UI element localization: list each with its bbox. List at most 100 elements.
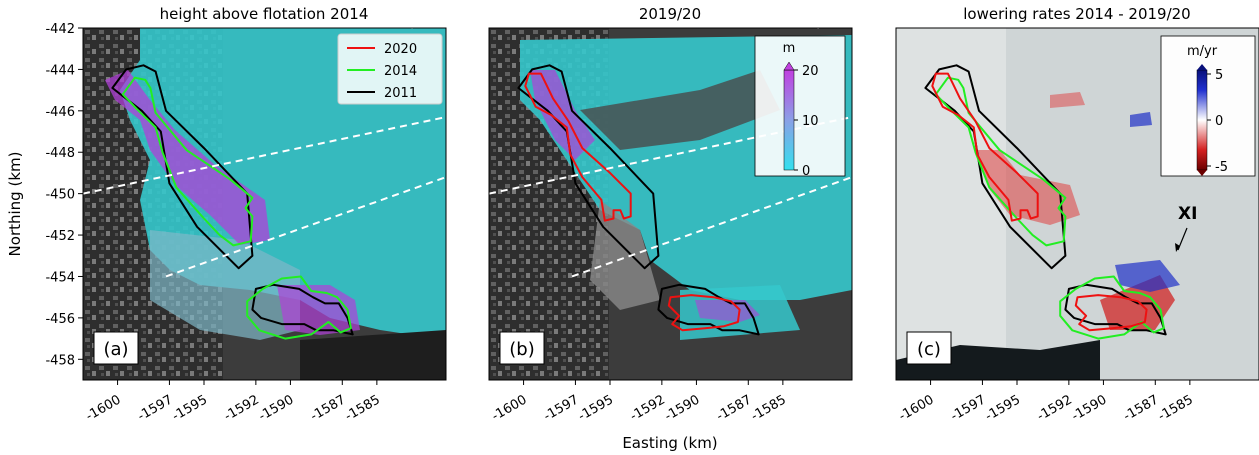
panel-b-frame — [488, 27, 853, 381]
x-tick-label: -1600 — [489, 392, 529, 424]
crevasse-zone — [150, 230, 300, 340]
x-tick-label: -1592 — [222, 392, 262, 424]
rising-spot — [1130, 112, 1152, 127]
panel-b-label-box: (b) — [499, 331, 545, 365]
colorbar-b-tick-label: 20 — [802, 64, 819, 79]
colorbar-c-tick-label: 5 — [1215, 68, 1223, 83]
colorbar-b: m 20 10 0 — [754, 35, 846, 179]
panel-c-frame — [895, 27, 1259, 381]
outlines-a — [83, 28, 446, 340]
profile-line — [489, 116, 852, 195]
y-tick-label: -454 — [45, 270, 75, 285]
x-tick-label: -1587 — [308, 392, 348, 424]
x-tick-label: -1590 — [662, 392, 702, 424]
outline-2011-north — [111, 64, 254, 270]
panel-a-title: height above flotation 2014 — [160, 5, 369, 23]
outline-2020-north — [524, 72, 632, 222]
x-tick-label: -1597 — [541, 392, 581, 424]
rising-area — [1115, 260, 1180, 292]
panel-b-label-bg — [499, 331, 545, 365]
panel-c-label: (c) — [917, 339, 941, 360]
outline-2014-south — [1059, 275, 1165, 340]
legend-label-2014: 2014 — [384, 64, 417, 79]
lowering-stripe — [1050, 92, 1085, 108]
x-tick-label: -1592 — [628, 392, 668, 424]
profile-line — [411, 28, 415, 29]
y-tick-label: -452 — [45, 229, 75, 244]
annotation-xi-text: XI — [1178, 204, 1197, 224]
outline-2014-south — [246, 275, 352, 340]
colorbar-c-tick-label: -5 — [1215, 160, 1228, 175]
colorbar-b-gradient — [783, 69, 795, 171]
x-tick-label: -1600 — [83, 392, 123, 424]
x-tick-label: -1585 — [1156, 392, 1196, 424]
panel-a-frame — [82, 27, 447, 381]
annotation-xi: XI — [1175, 204, 1197, 252]
outline-2020-north — [931, 72, 1039, 222]
x-tick-label: -1590 — [1069, 392, 1109, 424]
colorbar-c-label: m/yr — [1187, 44, 1218, 59]
y-tick-label: -456 — [45, 312, 75, 327]
panel-a-label: (a) — [103, 339, 128, 360]
annotation-arrow-head — [1175, 243, 1180, 252]
x-tick-label: -1587 — [1121, 392, 1161, 424]
x-tick-label: -1595 — [983, 392, 1023, 424]
y-tick-label: -458 — [45, 353, 75, 368]
colorbar-c: m/yr 5 0 -5 — [1160, 35, 1256, 177]
profile-line — [817, 28, 821, 29]
panel-a-label-box: (a) — [93, 331, 139, 365]
haf-high-area — [530, 70, 595, 160]
x-tick-label: -1600 — [896, 392, 936, 424]
x-tick-label: -1597 — [948, 392, 988, 424]
colorbar-c-gradient — [1196, 69, 1208, 171]
legend-label-2011: 2011 — [384, 86, 417, 101]
panel-a: height above flotation 2014 (a) 2020 201… — [45, 5, 447, 424]
colorbar-b-tick-label: 0 — [802, 164, 810, 179]
outlines-b — [489, 28, 852, 336]
panel-b-title: 2019/20 — [639, 5, 701, 23]
profile-line — [571, 176, 852, 278]
ice-shelf — [1180, 320, 1259, 380]
legend: 2020 2014 2011 — [337, 33, 443, 105]
y-tick-label: -448 — [45, 146, 75, 161]
colorbar-b-extend-arrow — [783, 61, 795, 71]
x-tick-label: -1585 — [749, 392, 789, 424]
panel-c: lowering rates 2014 - 2019/20 (c) XI m/y… — [895, 5, 1259, 424]
y-tick-label: -446 — [45, 105, 75, 120]
profile-line — [165, 176, 446, 278]
legend-label-2020: 2020 — [384, 42, 417, 57]
lowering-area — [975, 150, 1080, 225]
legend-box — [337, 33, 443, 105]
panel-b: 2019/20 (b) m 20 10 0 -1600 -1597-1595 -15… — [488, 5, 853, 424]
data-gap — [580, 70, 780, 150]
x-tick-label: -1592 — [1035, 392, 1075, 424]
outline-2011-south — [1064, 283, 1167, 336]
y-axis-a: -458 -456 -454 -452 -450 -448 -446 -444 -442 — [45, 22, 83, 368]
profile-line — [83, 116, 446, 195]
rock-outcrop — [590, 200, 660, 310]
y-tick-label: -444 — [45, 63, 75, 78]
outline-2020-south — [667, 294, 741, 332]
outlines-c — [924, 64, 1167, 340]
x-tick-label: -1595 — [576, 392, 616, 424]
haf-high-area-south — [695, 300, 760, 322]
colorbar-c-extend-max — [1197, 64, 1207, 70]
colorbar-b-label: m — [783, 41, 796, 56]
outline-2011-south — [251, 283, 354, 336]
panel-b-label: (b) — [509, 339, 534, 360]
x-axis-b: -1600 -1597-1595 -1592-1590 -1587-1585 — [489, 380, 789, 424]
x-tick-label: -1587 — [714, 392, 754, 424]
y-tick-label: -450 — [45, 188, 75, 203]
x-axis-c: -1600 -1597-1595 -1592-1590 -1587-1585 — [896, 380, 1196, 424]
outline-2011-south — [657, 283, 760, 336]
x-tick-label: -1595 — [170, 392, 210, 424]
outline-2014-north — [121, 76, 254, 247]
haf-high-area-south — [277, 285, 360, 335]
x-tick-label: -1585 — [343, 392, 383, 424]
x-tick-label: -1590 — [256, 392, 296, 424]
panel-a-label-bg — [93, 331, 139, 365]
x-axis-a: -1600 -1597-1595 -1592-1590 -1587-1585 — [83, 380, 383, 424]
panel-c-title: lowering rates 2014 - 2019/20 — [963, 5, 1190, 23]
outline-2014-north — [934, 76, 1067, 247]
